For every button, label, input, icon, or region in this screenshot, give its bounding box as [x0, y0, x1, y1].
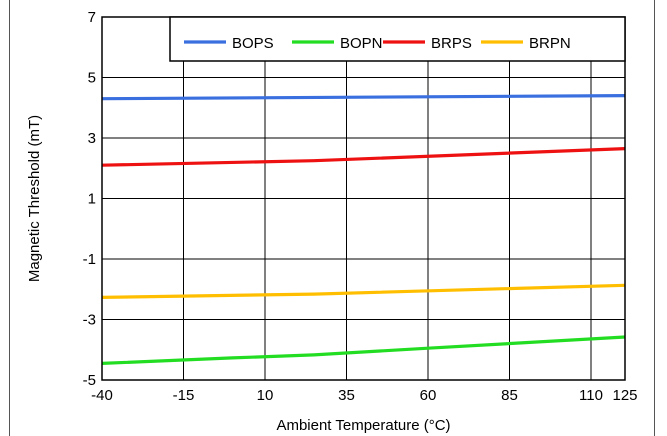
series-line-brpn: [101, 283, 626, 299]
series-line-brps: [101, 147, 626, 167]
legend: BOPS BOPN BRPS BRPN: [169, 16, 626, 62]
x-tick-label: 110: [579, 387, 603, 404]
legend-label-bopn: BOPN: [340, 35, 383, 52]
x-tick-label: 60: [420, 387, 437, 404]
x-axis-title: Ambient Temperature (°C): [276, 417, 450, 434]
x-tick-label: 125: [612, 387, 637, 404]
x-axis-tick-labels: -40 -15 10 35 60 85 110 125: [91, 387, 637, 404]
x-tick-label: -40: [91, 387, 113, 404]
y-tick-label: 7: [88, 9, 96, 26]
series-line-bopn: [101, 335, 626, 365]
legend-box: [169, 16, 626, 62]
legend-label-brps: BRPS: [431, 35, 472, 52]
series-line-bops: [101, 94, 626, 101]
series-layer: [101, 94, 626, 365]
chart-frame: [9, 0, 655, 436]
y-axis-tick-labels: 7 5 3 1 -1 -3 -5: [83, 9, 96, 389]
y-axis-title: Magnetic Threshold (mT): [26, 115, 43, 282]
y-tick-label: 1: [88, 191, 96, 208]
y-tick-label: 5: [88, 70, 96, 87]
x-tick-label: 10: [257, 387, 274, 404]
x-tick-label: 85: [501, 387, 518, 404]
y-tick-label: -1: [83, 251, 96, 268]
y-tick-label: -3: [83, 312, 96, 329]
x-tick-label: 35: [338, 387, 355, 404]
grid-lines: [101, 16, 626, 381]
y-tick-label: -5: [83, 372, 96, 389]
x-tick-label: -15: [173, 387, 195, 404]
y-tick-label: 3: [88, 130, 96, 147]
legend-label-bops: BOPS: [232, 35, 274, 52]
legend-label-brpn: BRPN: [529, 35, 571, 52]
